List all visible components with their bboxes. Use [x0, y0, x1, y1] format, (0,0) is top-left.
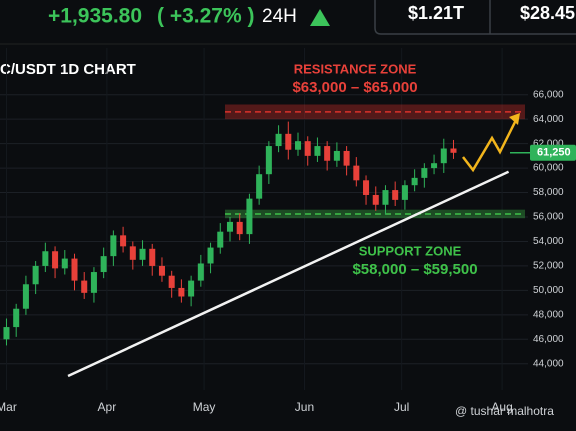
candle-body: [353, 165, 360, 181]
candle-body: [294, 141, 302, 150]
y-tick-label: 44,000: [533, 358, 564, 369]
candle-body: [304, 141, 311, 156]
x-tick-label: Aug: [491, 400, 512, 414]
resistance-label: RESISTANCE ZONE: [294, 61, 417, 76]
candle-body: [363, 180, 370, 195]
candle-body: [71, 258, 78, 281]
candle-body: [52, 251, 59, 269]
candle-body: [3, 327, 10, 340]
candle-body: [139, 248, 146, 260]
y-tick-label: 56,000: [533, 212, 564, 223]
candle-body: [178, 287, 185, 297]
support-label: SUPPORT ZONE: [359, 243, 462, 258]
trendline: [67, 170, 510, 378]
candle-body: [32, 265, 39, 285]
projection-arrow: [462, 119, 518, 173]
stats-box: [374, 0, 576, 35]
candle-body: [188, 280, 195, 297]
candle-body: [392, 190, 399, 200]
chart-title: C/USDT 1D CHART: [0, 61, 136, 78]
candle-body: [314, 146, 321, 156]
candle-body: [401, 185, 408, 200]
x-tick-label: Mar: [0, 400, 17, 414]
resistance-range: $63,000 – $65,000: [292, 79, 417, 96]
y-tick-label: 62,000: [533, 138, 564, 149]
price-change: +1,935.80: [48, 5, 142, 28]
candle-body: [372, 194, 379, 205]
up-triangle: [310, 9, 330, 26]
candle-body: [226, 221, 234, 232]
candle-body: [275, 133, 282, 147]
price-change-pct: ( +3.27% ): [157, 5, 254, 28]
x-tick-label: Apr: [98, 400, 117, 414]
candle-body: [265, 146, 272, 175]
candle-body: [110, 235, 117, 257]
y-tick-label: 48,000: [533, 309, 564, 320]
candle-body: [42, 251, 49, 266]
candle-body: [382, 190, 389, 205]
price-tag-label: 61,250: [537, 147, 571, 159]
candle-body: [22, 284, 29, 309]
candle-body: [197, 263, 204, 281]
candle-body: [256, 174, 263, 199]
y-tick-label: 60,000: [533, 163, 564, 174]
candle-body: [450, 148, 457, 153]
candle-body: [411, 177, 418, 186]
period: 24H: [262, 6, 297, 27]
candle-body: [158, 265, 165, 276]
candle-body: [13, 308, 20, 328]
y-tick-label: 66,000: [533, 89, 564, 100]
y-tick-label: 64,000: [533, 114, 564, 125]
candle-body: [90, 272, 97, 293]
x-tick-label: Jun: [295, 400, 314, 414]
arrow-head: [509, 113, 520, 125]
x-tick-label: May: [193, 400, 216, 414]
candle-body: [81, 280, 88, 293]
candle-body: [61, 258, 68, 269]
y-tick-label: 52,000: [533, 261, 564, 272]
candle-body: [236, 221, 243, 235]
watermark: @ tushar malhotra: [455, 404, 554, 418]
candle-body: [168, 275, 175, 288]
candle-body: [149, 248, 156, 266]
y-tick-label: 54,000: [533, 236, 564, 247]
candle-body: [120, 235, 127, 247]
y-tick-label: 58,000: [533, 187, 564, 198]
candle-body: [343, 150, 350, 166]
candle-body: [421, 168, 428, 178]
volume: $28.45: [520, 3, 575, 23]
support-range: $58,000 – $59,500: [352, 261, 477, 278]
y-tick-label: 46,000: [533, 334, 564, 345]
price-tag: [530, 144, 576, 161]
candle-body: [324, 146, 331, 161]
y-tick-label: 50,000: [533, 285, 564, 296]
candle-body: [100, 256, 107, 273]
candle-body: [207, 247, 214, 264]
x-tick-label: Jul: [394, 400, 409, 414]
market-cap: $1.21T: [408, 3, 464, 23]
candle-body: [333, 150, 340, 161]
candle-body: [217, 231, 224, 248]
candle-body: [431, 163, 438, 169]
candle-body: [440, 148, 447, 164]
plot: 44,000 46,000 48,000 50,000 52,000 54,000 56,0…: [0, 48, 576, 414]
candle-body: [285, 133, 292, 150]
candle-body: [129, 246, 136, 260]
candle-body: [246, 198, 253, 235]
